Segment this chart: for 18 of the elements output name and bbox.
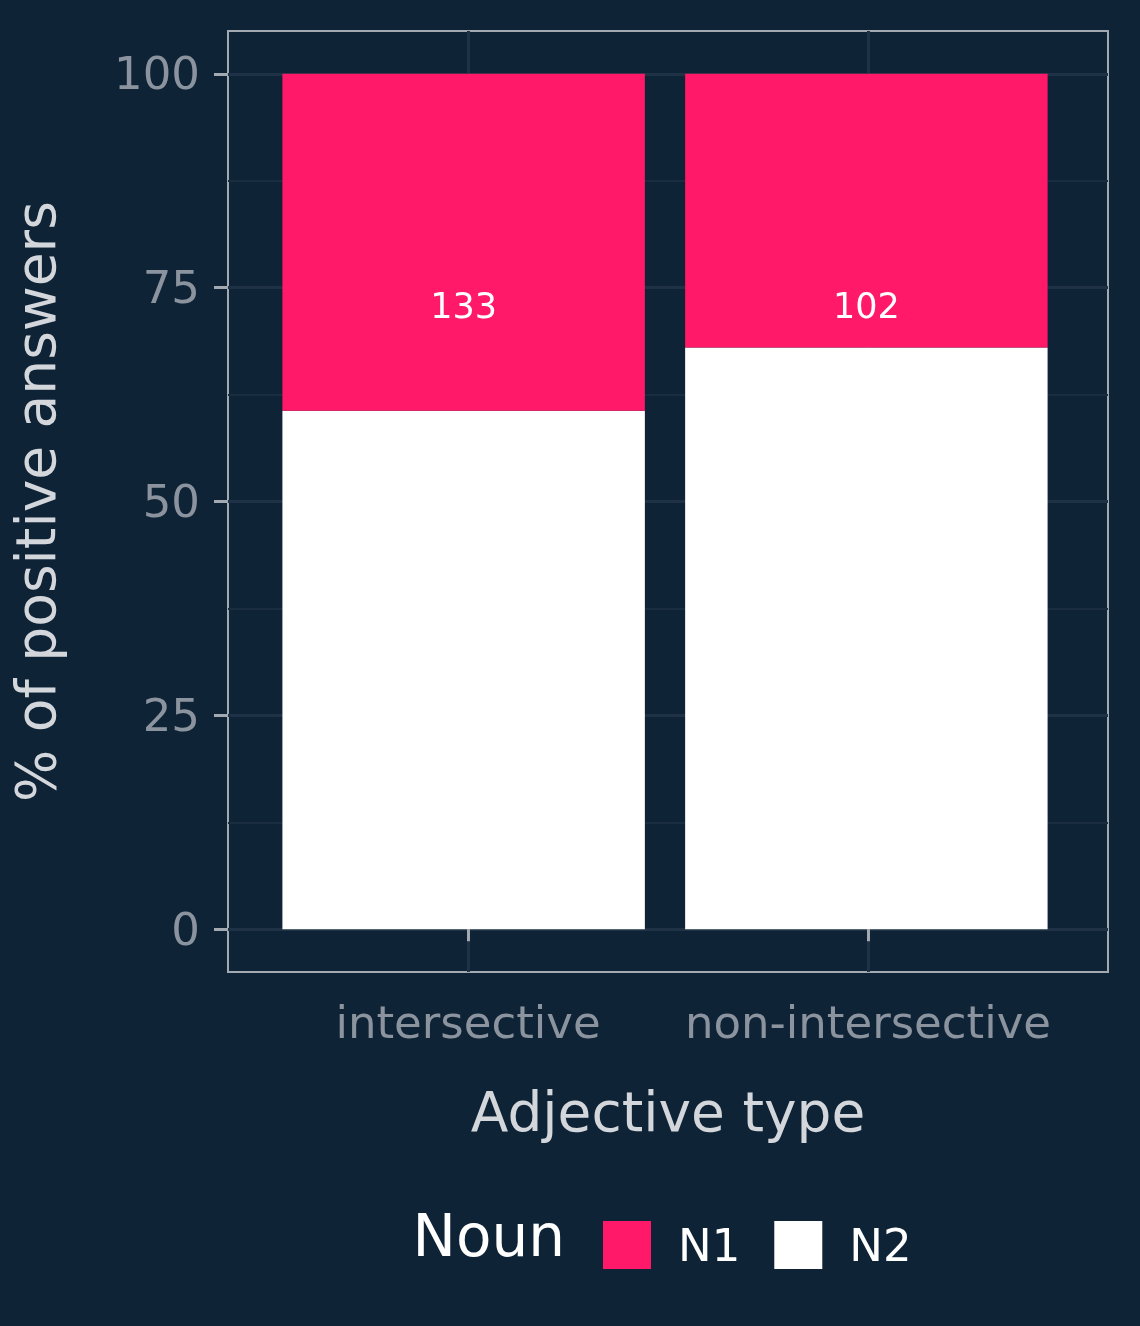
bar — [685, 73, 1048, 348]
y-axis-title: % of positive answers — [3, 201, 68, 802]
x-axis-title: Adjective type — [470, 1079, 866, 1144]
bar — [282, 73, 645, 411]
annotation: 102 — [832, 286, 900, 326]
legend-label: N1 — [678, 1218, 741, 1272]
y-tick-label: 50 — [142, 475, 200, 528]
y-tick-label: 25 — [142, 688, 200, 742]
legend-title: Noun — [412, 1202, 566, 1270]
x-tick-label: intersective — [335, 996, 601, 1049]
annotation: 133 — [430, 286, 498, 326]
x-tick-label: non-intersective — [685, 996, 1051, 1049]
bar — [282, 410, 645, 930]
legend-label: N2 — [849, 1218, 912, 1272]
y-tick-label: 0 — [171, 902, 200, 956]
y-tick-label: 75 — [142, 261, 200, 315]
bar — [685, 347, 1048, 930]
y-tick-label: 100 — [114, 47, 200, 101]
